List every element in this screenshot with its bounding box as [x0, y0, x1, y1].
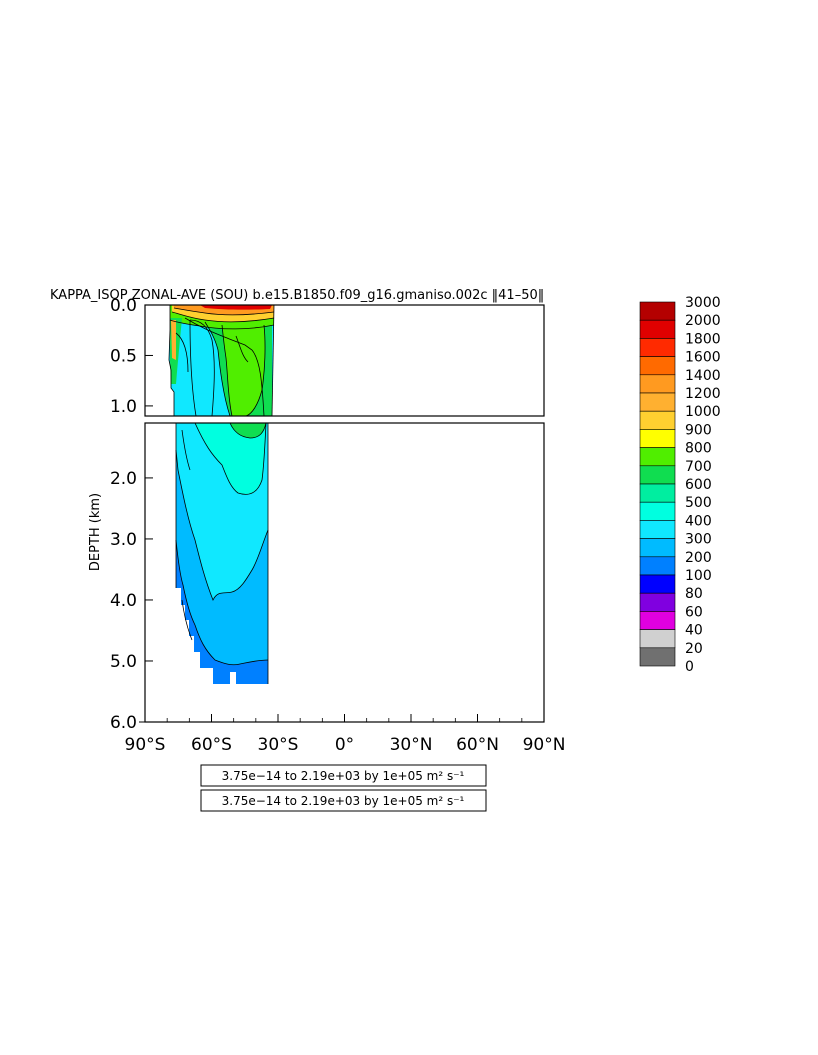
colorbar-label: 3000 — [685, 295, 721, 311]
y-tick-label: 0.0 — [110, 296, 137, 316]
colorbar-label: 200 — [685, 550, 712, 566]
y-tick-label: 1.0 — [110, 397, 137, 417]
range-box-1: 3.75e−14 to 2.19e+03 by 1e+05 m² s⁻¹ — [200, 764, 487, 787]
colorbar-swatch — [639, 574, 676, 594]
colorbar-label: 400 — [685, 513, 712, 529]
x-tick-label: 30°N — [390, 735, 433, 755]
y-tick-label: 0.5 — [110, 346, 137, 366]
x-tick-label: 0° — [335, 735, 354, 755]
colorbar-swatch — [639, 556, 676, 576]
colorbar-swatch — [639, 520, 676, 539]
range-text-2: 3.75e−14 to 2.19e+03 by 1e+05 m² s⁻¹ — [222, 794, 465, 808]
colorbar-swatch — [639, 647, 676, 667]
colorbar-swatch — [639, 483, 676, 503]
upper-left-fringe-2 — [171, 320, 176, 360]
colorbar-label: 80 — [685, 586, 703, 602]
colorbar-label: 60 — [685, 604, 703, 620]
colorbar: 3000200018001600140012001000900800700600… — [639, 295, 721, 675]
y-tick-label: 4.0 — [110, 591, 137, 611]
colorbar-label: 20 — [685, 641, 703, 657]
colorbar-label: 700 — [685, 459, 712, 475]
x-tick-label: 90°N — [523, 735, 566, 755]
x-tick-label: 60°S — [191, 735, 232, 755]
colorbar-swatch — [639, 538, 676, 558]
colorbar-swatch — [639, 629, 676, 649]
colorbar-swatch — [639, 611, 676, 630]
range-box-2: 3.75e−14 to 2.19e+03 by 1e+05 m² s⁻¹ — [200, 789, 487, 812]
lower-region-500 — [195, 423, 266, 495]
colorbar-label: 100 — [685, 568, 712, 584]
colorbar-label: 1200 — [685, 386, 721, 402]
y-tick-label: 3.0 — [110, 530, 137, 550]
y-tick-label: 2.0 — [110, 469, 137, 489]
y-axis-label: DEPTH (km) — [88, 493, 103, 571]
colorbar-swatch — [639, 447, 676, 467]
upper-tongue — [190, 320, 215, 416]
upper-panel-fill — [168, 305, 275, 416]
y-axis-lower: 2.0 3.0 4.0 5.0 6.0 — [110, 469, 153, 733]
colorbar-label: 300 — [685, 532, 712, 548]
colorbar-swatch — [639, 429, 676, 448]
colorbar-label: 600 — [685, 477, 712, 493]
colorbar-label: 40 — [685, 623, 703, 639]
upper-surface-red — [200, 305, 272, 310]
colorbar-swatch — [639, 592, 676, 612]
colorbar-swatch — [639, 338, 676, 357]
x-tick-label: 90°S — [125, 735, 166, 755]
colorbar-swatch — [639, 410, 676, 430]
chart-title: KAPPA_ISOP ZONAL-AVE (SOU) b.e15.B1850.f… — [50, 288, 544, 303]
y-tick-label: 6.0 — [110, 713, 137, 733]
colorbar-swatch — [639, 301, 676, 321]
y-tick-label: 5.0 — [110, 652, 137, 672]
upper-region-800 — [222, 325, 266, 416]
y-axis-upper: 0.0 0.5 1.0 — [110, 296, 153, 417]
x-axis: 90°S 60°S 30°S 0° 30°N 60°N 90°N — [125, 714, 566, 755]
colorbar-swatch — [639, 392, 676, 412]
range-text-1: 3.75e−14 to 2.19e+03 by 1e+05 m² s⁻¹ — [222, 769, 465, 783]
colorbar-swatch — [639, 356, 676, 376]
colorbar-label: 0 — [685, 659, 694, 675]
colorbar-label: 2000 — [685, 313, 721, 329]
x-tick-label: 30°S — [258, 735, 299, 755]
colorbar-label: 1400 — [685, 368, 721, 384]
colorbar-swatch — [639, 501, 676, 521]
colorbar-label: 1000 — [685, 404, 721, 420]
colorbar-label: 1600 — [685, 350, 721, 366]
lower-panel-fill — [175, 423, 269, 684]
upper-panel-frame — [144, 304, 545, 417]
colorbar-swatch — [639, 319, 676, 339]
colorbar-label: 900 — [685, 422, 712, 438]
colorbar-swatch — [639, 465, 676, 485]
colorbar-label: 800 — [685, 441, 712, 457]
colorbar-label: 1800 — [685, 331, 721, 347]
x-tick-label: 60°N — [456, 735, 499, 755]
colorbar-label: 500 — [685, 495, 712, 511]
colorbar-swatch — [639, 374, 676, 394]
